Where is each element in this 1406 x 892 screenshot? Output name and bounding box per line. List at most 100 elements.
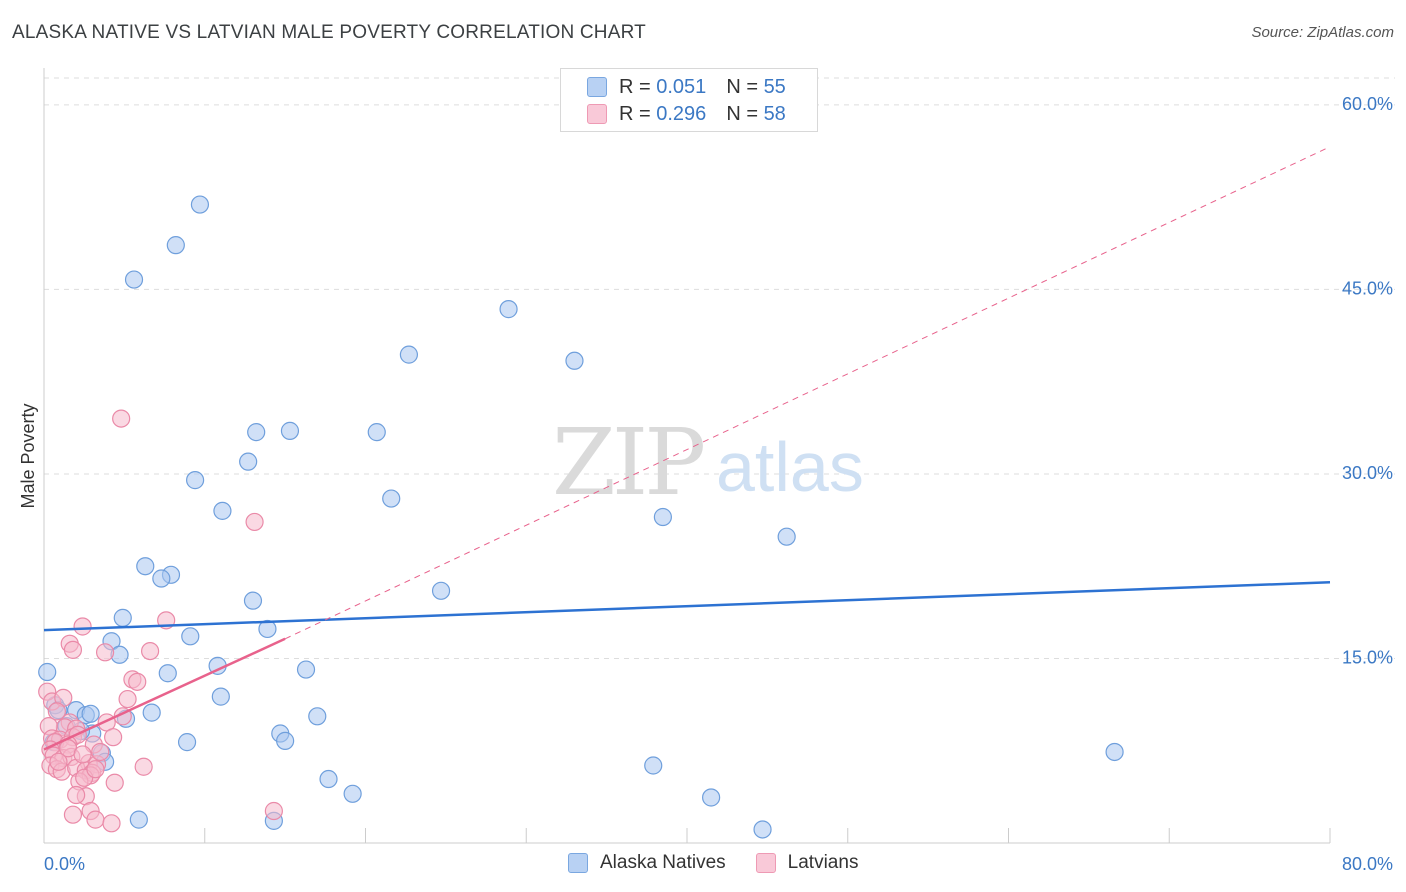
y-axis-label: Male Poverty: [18, 403, 38, 508]
alaska-native-point[interactable]: [38, 662, 57, 682]
latvian-point[interactable]: [49, 752, 68, 771]
alaska-native-point[interactable]: [247, 423, 266, 442]
legend-row-latvians: R = 0.296 N = 58: [587, 101, 786, 127]
alaska-native-trend-line: [43, 580, 1331, 632]
alaska-native-point[interactable]: [308, 707, 327, 726]
latvian-point[interactable]: [134, 757, 153, 776]
alaska-native-point[interactable]: [239, 452, 258, 471]
alaska-native-point[interactable]: [702, 788, 721, 807]
x-ticks: [43, 828, 1331, 843]
latvian-point[interactable]: [105, 773, 124, 792]
alaska-native-point[interactable]: [753, 820, 772, 839]
latvian-point[interactable]: [118, 689, 137, 709]
alaska-native-point[interactable]: [276, 731, 295, 750]
legend-r-value: 0.051: [656, 75, 707, 98]
latvian-point[interactable]: [140, 641, 160, 661]
alaska-native-point[interactable]: [129, 810, 148, 829]
alaska-native-point[interactable]: [177, 733, 197, 752]
legend-swatch-blue: [568, 853, 588, 873]
alaska-native-point[interactable]: [644, 756, 663, 775]
legend-row-alaska: R = 0.051 N = 55: [587, 74, 786, 100]
correlation-legend: R = 0.051 N = 55 R = 0.296 N = 58: [560, 68, 818, 132]
watermark-atlas: atlas: [716, 428, 864, 506]
latvian-point[interactable]: [102, 814, 121, 833]
trend-lines: [43, 146, 1331, 751]
latvian-point[interactable]: [264, 801, 283, 821]
legend-r-label: R =: [619, 75, 657, 98]
y-tick-label: 60.0%: [1342, 94, 1393, 114]
latvian-trend-line: [43, 637, 286, 751]
alaska-native-point[interactable]: [152, 569, 171, 588]
watermark: ZIP atlas: [552, 409, 864, 516]
alaska-native-point[interactable]: [158, 664, 177, 683]
legend-n-label: N =: [726, 75, 764, 98]
alaska-native-point[interactable]: [113, 608, 132, 627]
legend-r-label: R =: [619, 102, 657, 125]
latvian-point[interactable]: [245, 512, 264, 532]
latvian-point[interactable]: [73, 745, 92, 764]
alaska-native-point[interactable]: [431, 581, 451, 600]
latvian-trend-extension: [284, 146, 1331, 640]
alaska-native-point[interactable]: [319, 769, 338, 789]
y-tick-labels: 15.0% 30.0% 45.0% 60.0%: [1342, 94, 1393, 668]
alaska-native-point[interactable]: [142, 703, 161, 722]
alaska-native-point[interactable]: [399, 345, 419, 364]
legend-swatch-pink: [587, 104, 607, 124]
latvian-point[interactable]: [95, 643, 115, 662]
alaska-native-point[interactable]: [211, 687, 230, 706]
latvian-point[interactable]: [128, 672, 147, 691]
legend-n-value: 58: [763, 102, 786, 125]
alaska-native-point[interactable]: [296, 660, 316, 679]
chart-title: ALASKA NATIVE VS LATVIAN MALE POVERTY CO…: [12, 22, 646, 43]
watermark-zip: ZIP: [552, 409, 703, 516]
latvian-point[interactable]: [86, 760, 105, 779]
x-tick-label: 80.0%: [1342, 854, 1393, 874]
data-points: [38, 195, 1124, 839]
legend-swatch-blue: [587, 77, 607, 97]
legend-item-latvians[interactable]: Latvians: [755, 852, 859, 874]
latvian-point[interactable]: [104, 728, 123, 747]
alaska-native-point[interactable]: [382, 489, 401, 508]
series-legend: Alaska Natives Latvians: [568, 852, 888, 874]
latvian-point[interactable]: [91, 742, 110, 762]
alaska-native-point[interactable]: [777, 527, 796, 546]
alaska-native-point[interactable]: [213, 501, 232, 520]
latvian-point[interactable]: [67, 785, 86, 805]
legend-label: Alaska Natives: [600, 852, 726, 873]
x-tick-labels: 0.0% 80.0%: [44, 854, 1393, 874]
alaska-native-point[interactable]: [190, 195, 210, 214]
y-tick-label: 15.0%: [1342, 647, 1393, 667]
latvian-point[interactable]: [63, 640, 83, 659]
grid-lines: [44, 77, 1395, 659]
legend-item-alaska-natives[interactable]: Alaska Natives: [568, 852, 726, 874]
alaska-native-point[interactable]: [166, 236, 185, 255]
y-tick-label: 45.0%: [1342, 278, 1393, 298]
alaska-native-point[interactable]: [181, 627, 200, 646]
latvian-point[interactable]: [47, 702, 66, 721]
legend-n-value: 55: [763, 75, 786, 98]
alaska-native-point[interactable]: [243, 591, 263, 610]
alaska-native-point[interactable]: [343, 784, 362, 803]
alaska-native-point[interactable]: [565, 351, 584, 370]
alaska-native-point[interactable]: [81, 704, 100, 723]
source-label: Source: ZipAtlas.com: [1251, 24, 1394, 41]
alaska-native-point[interactable]: [186, 471, 205, 490]
alaska-native-point[interactable]: [280, 421, 300, 440]
alaska-native-point[interactable]: [136, 557, 155, 576]
latvian-point[interactable]: [112, 409, 131, 428]
alaska-native-point[interactable]: [124, 270, 144, 289]
alaska-native-point[interactable]: [653, 507, 672, 527]
legend-n-label: N =: [726, 102, 764, 125]
latvian-point[interactable]: [63, 805, 83, 824]
alaska-native-point[interactable]: [367, 423, 386, 442]
legend-r-value: 0.296: [656, 102, 707, 125]
y-tick-label: 30.0%: [1342, 463, 1393, 483]
alaska-native-point[interactable]: [499, 300, 518, 319]
alaska-native-point[interactable]: [258, 619, 277, 639]
legend-label: Latvians: [787, 852, 859, 873]
legend-swatch-pink: [755, 853, 776, 873]
latvian-point[interactable]: [73, 617, 92, 636]
latvian-point[interactable]: [86, 810, 105, 829]
alaska-native-point[interactable]: [1105, 742, 1124, 762]
